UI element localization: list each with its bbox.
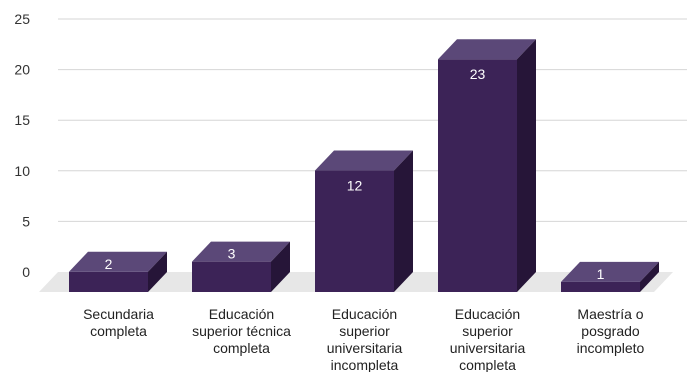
- bar: [69, 251, 167, 292]
- data-label: 23: [470, 66, 486, 82]
- category-label: Educación superior universitaria completa: [450, 306, 526, 372]
- y-tick-label: 10: [14, 163, 30, 179]
- bar: [561, 261, 659, 292]
- bar: [315, 150, 413, 292]
- bar: [438, 39, 536, 292]
- category-label: Educación superior universitaria incompleta: [327, 306, 403, 372]
- y-tick-label: 15: [14, 112, 30, 128]
- y-tick-label: 25: [14, 11, 30, 27]
- y-tick-label: 0: [22, 264, 30, 280]
- y-tick-label: 20: [14, 62, 30, 78]
- data-label: 2: [105, 256, 113, 272]
- data-label: 12: [347, 178, 363, 194]
- category-label: Maestría o posgrado incompleto: [577, 306, 645, 356]
- data-label: 3: [228, 246, 236, 262]
- y-tick-label: 5: [22, 213, 30, 229]
- category-label: Secundaria completa: [83, 306, 154, 339]
- bar: [192, 241, 290, 292]
- data-label: 1: [597, 266, 605, 282]
- category-label: Educación superior técnica completa: [192, 306, 291, 356]
